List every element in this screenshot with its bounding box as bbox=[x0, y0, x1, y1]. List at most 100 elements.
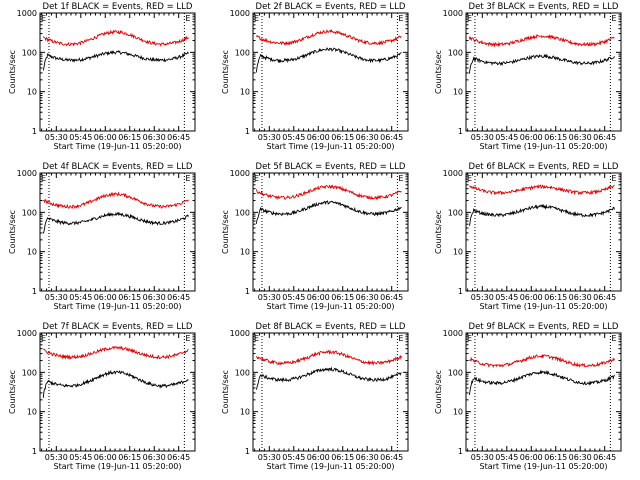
x-tick-label: 05:30 bbox=[45, 133, 68, 142]
x-axis-label: Start Time (19-Jun-11 05:20:00) bbox=[267, 462, 395, 471]
y-tick-label: 10 bbox=[240, 248, 250, 257]
lld-series-line bbox=[469, 183, 615, 196]
events-series-line bbox=[42, 50, 189, 71]
plot-frame bbox=[39, 172, 196, 292]
x-tick-label: 06:00 bbox=[307, 133, 330, 142]
marker-label-right: E bbox=[398, 334, 403, 343]
marker-label-right: E bbox=[185, 14, 190, 23]
marker-label-left: E bbox=[467, 14, 472, 23]
y-tick-label: 100 bbox=[22, 48, 37, 57]
chart-title: Det 7f BLACK = Events, RED = LLD bbox=[43, 322, 193, 332]
plot-frame bbox=[252, 12, 409, 132]
y-axis-label: Counts/sec bbox=[434, 210, 443, 254]
x-tick-label: 06:45 bbox=[167, 293, 190, 302]
detector-panel-9: Det 9f BLACK = Events, RED = LLD 1 10 100 10… bbox=[434, 322, 622, 471]
chart-title: Det 5f BLACK = Events, RED = LLD bbox=[256, 162, 406, 172]
x-tick-label: 06:45 bbox=[167, 133, 190, 142]
y-tick-label: 100 bbox=[235, 48, 250, 57]
x-tick-label: 06:30 bbox=[569, 133, 592, 142]
plot-frame bbox=[465, 172, 622, 292]
detector-panel-7: Det 7f BLACK = Events, RED = LLD 1 10 100 10… bbox=[8, 322, 196, 471]
marker-label-left: E bbox=[254, 334, 259, 343]
y-axis-label: Counts/sec bbox=[221, 370, 230, 414]
y-tick-label: 100 bbox=[448, 208, 463, 217]
plot-frame bbox=[252, 172, 409, 292]
x-tick-label: 06:00 bbox=[520, 293, 543, 302]
x-tick-label: 05:30 bbox=[258, 453, 281, 462]
y-tick-label: 1000 bbox=[443, 329, 463, 338]
x-axis-label: Start Time (19-Jun-11 05:20:00) bbox=[267, 142, 395, 151]
lld-series-line bbox=[255, 349, 402, 367]
x-tick-label: 05:30 bbox=[258, 133, 281, 142]
x-tick-label: 05:45 bbox=[282, 293, 305, 302]
y-tick-label: 10 bbox=[453, 408, 463, 417]
x-axis-label: Start Time (19-Jun-11 05:20:00) bbox=[480, 142, 608, 151]
x-tick-label: 06:15 bbox=[118, 453, 141, 462]
marker-label-right: E bbox=[185, 174, 190, 183]
detector-panel-1: Det 1f BLACK = Events, RED = LLD 1 10 100 10… bbox=[8, 2, 196, 151]
y-tick-label: 1000 bbox=[17, 169, 37, 178]
x-tick-label: 06:15 bbox=[331, 133, 354, 142]
x-tick-label: 06:15 bbox=[544, 133, 567, 142]
x-tick-label: 06:30 bbox=[143, 133, 166, 142]
x-tick-label: 06:00 bbox=[520, 453, 543, 462]
lld-series-line bbox=[42, 191, 189, 210]
x-tick-label: 05:45 bbox=[495, 453, 518, 462]
marker-label-left: E bbox=[467, 334, 472, 343]
y-tick-label: 1 bbox=[458, 127, 463, 136]
x-tick-label: 06:45 bbox=[593, 133, 616, 142]
events-series-line bbox=[468, 53, 615, 74]
plot-frame bbox=[39, 332, 196, 452]
y-axis-label: Counts/sec bbox=[434, 50, 443, 94]
y-tick-label: 1 bbox=[32, 127, 37, 136]
lld-series-line bbox=[43, 345, 189, 361]
marker-label-right: E bbox=[185, 334, 190, 343]
lld-series-line bbox=[468, 33, 615, 48]
x-tick-label: 06:30 bbox=[143, 293, 166, 302]
y-tick-label: 100 bbox=[22, 368, 37, 377]
events-series-line bbox=[468, 203, 615, 226]
y-tick-label: 1000 bbox=[17, 9, 37, 18]
y-tick-label: 1000 bbox=[17, 329, 37, 338]
x-tick-label: 06:45 bbox=[380, 133, 403, 142]
x-tick-label: 06:15 bbox=[544, 453, 567, 462]
y-tick-label: 1000 bbox=[443, 169, 463, 178]
y-tick-label: 10 bbox=[453, 248, 463, 257]
lld-series-line bbox=[469, 354, 615, 369]
y-axis-label: Counts/sec bbox=[221, 210, 230, 254]
y-tick-label: 1 bbox=[32, 447, 37, 456]
y-tick-label: 100 bbox=[235, 208, 250, 217]
detector-panel-2: Det 2f BLACK = Events, RED = LLD 1 10 100 10… bbox=[221, 2, 409, 151]
y-axis-label: Counts/sec bbox=[8, 370, 17, 414]
y-axis-label: Counts/sec bbox=[434, 370, 443, 414]
marker-label-right: E bbox=[611, 334, 616, 343]
y-tick-label: 1 bbox=[245, 127, 250, 136]
chart-title: Det 3f BLACK = Events, RED = LLD bbox=[469, 2, 619, 12]
lld-series-line bbox=[42, 29, 189, 47]
x-tick-label: 05:30 bbox=[471, 293, 494, 302]
x-tick-label: 06:30 bbox=[569, 453, 592, 462]
y-tick-label: 1 bbox=[458, 287, 463, 296]
y-tick-label: 10 bbox=[240, 408, 250, 417]
y-tick-label: 10 bbox=[240, 88, 250, 97]
y-tick-label: 1 bbox=[32, 287, 37, 296]
x-tick-label: 05:30 bbox=[471, 133, 494, 142]
chart-title: Det 4f BLACK = Events, RED = LLD bbox=[43, 162, 193, 172]
x-tick-label: 05:45 bbox=[282, 453, 305, 462]
lld-series-line bbox=[255, 28, 402, 46]
marker-label-left: E bbox=[467, 174, 472, 183]
x-axis-label: Start Time (19-Jun-11 05:20:00) bbox=[480, 302, 608, 311]
chart-title: Det 9f BLACK = Events, RED = LLD bbox=[469, 322, 619, 332]
marker-label-left: E bbox=[41, 174, 46, 183]
y-tick-label: 1000 bbox=[443, 9, 463, 18]
x-axis-label: Start Time (19-Jun-11 05:20:00) bbox=[267, 302, 395, 311]
y-tick-label: 100 bbox=[448, 368, 463, 377]
marker-label-left: E bbox=[254, 14, 259, 23]
x-tick-label: 06:00 bbox=[94, 453, 117, 462]
x-tick-label: 06:30 bbox=[143, 453, 166, 462]
x-tick-label: 06:15 bbox=[331, 293, 354, 302]
y-tick-label: 1 bbox=[245, 447, 250, 456]
events-series-line bbox=[42, 211, 189, 234]
x-tick-label: 05:45 bbox=[495, 293, 518, 302]
